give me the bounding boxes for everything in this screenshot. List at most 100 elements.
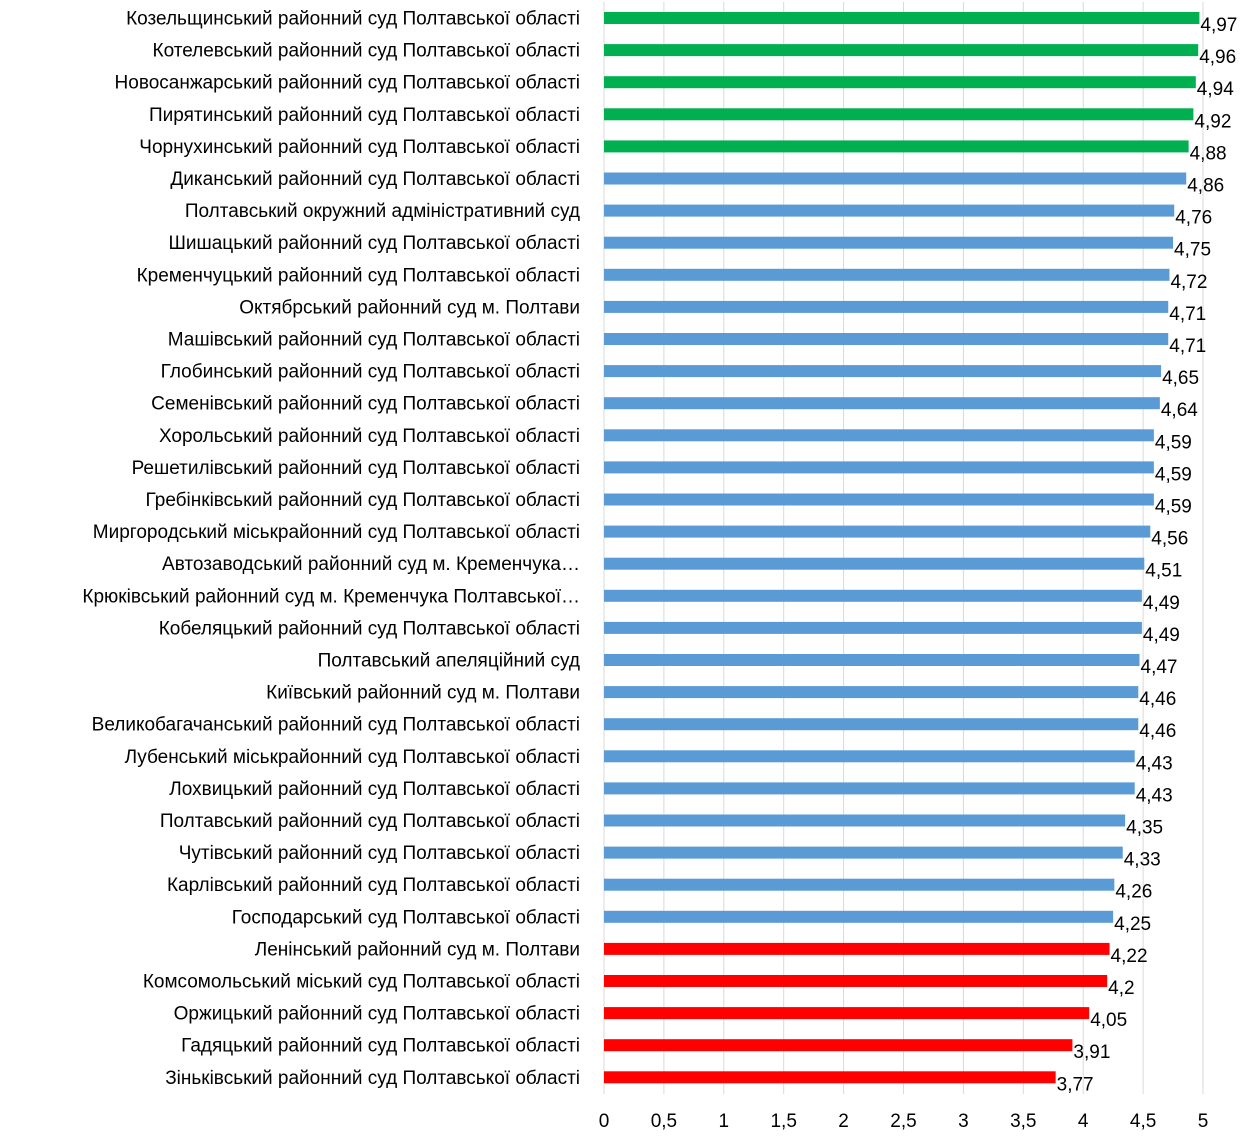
category-label: Київський районний суд м. Полтави [266,683,580,704]
x-axis-ticks: 0 0,5 1 1,5 2 2,5 3 3,5 4 4,5 5 [599,1111,1209,1132]
bar [604,493,1154,506]
x-tick-label: 4 [1078,1111,1089,1132]
data-label: 4,26 [1115,882,1152,903]
bar [604,172,1187,185]
category-label: Шишацький районний суд Полтавської облас… [168,233,580,254]
value-labels: 4,97 4,96 4,94 4,92 4,88 4,86 4,76 4,75 4,72 4,71… [1057,15,1238,1095]
data-label: 4,94 [1197,79,1234,100]
x-tick-label: 2,5 [890,1111,916,1132]
data-label: 3,77 [1057,1074,1094,1095]
category-label: Великобагачанський районний суд Полтавсь… [92,715,580,736]
category-label: Кобеляцький районний суд Полтавської обл… [159,618,580,639]
bar [604,429,1154,442]
bar [604,333,1169,345]
data-label: 4,05 [1090,1010,1127,1031]
bar [604,942,1110,955]
bar [604,1039,1073,1052]
data-label: 3,91 [1073,1042,1110,1063]
bar [604,557,1145,570]
data-label: 4,76 [1175,208,1212,229]
bar [604,76,1196,89]
bar-series [604,12,1200,1084]
bar [604,589,1142,602]
data-label: 4,59 [1155,432,1192,453]
bar [604,878,1115,891]
category-label: Лохвицький районний суд Полтавської обла… [169,779,580,800]
bar [604,461,1154,474]
category-label: Оржицький районний суд Полтавської облас… [174,1004,580,1025]
bar [604,140,1189,153]
bar [604,686,1139,699]
bar [604,910,1114,923]
x-tick-label: 0,5 [651,1111,677,1132]
data-label: 4,43 [1136,753,1173,774]
data-label: 4,33 [1124,850,1161,871]
category-label: Гребінківський районний суд Полтавської … [146,490,580,511]
category-labels: Козельщинський районний суд Полтавської … [82,9,580,1089]
category-label: Диканський районний суд Полтавської обла… [170,169,580,190]
x-tick-label: 2 [838,1111,849,1132]
category-label: Октябрський районний суд м. Полтави [239,297,580,318]
bar [604,782,1135,795]
category-label: Чутівський районний суд Полтавської обла… [179,843,580,864]
category-label: Решетилівський районний суд Полтавської … [132,458,580,479]
category-label: Чорнухинський районний суд Полтавської о… [139,137,580,158]
bar [604,204,1175,217]
category-label: Лубенський міськрайонний суд Полтавської… [125,747,580,768]
x-tick-label: 5 [1198,1111,1209,1132]
data-label: 4,75 [1174,240,1211,261]
data-label: 4,92 [1194,111,1231,132]
category-label: Полтавський апеляційний суд [318,651,580,672]
category-label: Господарський суд Полтавської області [232,907,580,928]
x-tick-label: 3,5 [1010,1111,1036,1132]
data-label: 4,2 [1108,978,1134,999]
data-label: 4,88 [1190,143,1227,164]
bar [604,525,1151,538]
data-label: 4,86 [1187,176,1224,197]
data-label: 4,71 [1169,304,1206,325]
category-label: Полтавський районний суд Полтавської обл… [160,811,580,832]
data-label: 4,96 [1199,47,1236,68]
category-label: Кременчуцький районний суд Полтавської о… [137,265,580,286]
bar [604,300,1169,313]
data-label: 4,59 [1155,497,1192,518]
bar [604,12,1200,24]
category-label: Пирятинський районний суд Полтавської об… [149,105,580,126]
x-tick-label: 0 [599,1111,610,1132]
category-label: Зіньківський районний суд Полтавської об… [165,1068,580,1089]
category-label: Карлівський районний суд Полтавської обл… [167,875,580,896]
data-label: 4,97 [1200,15,1237,36]
bar [604,108,1194,121]
category-label: Ленінський районний суд м. Полтави [255,939,580,960]
bar [604,397,1160,410]
bar [604,1007,1090,1020]
data-label: 4,49 [1143,593,1180,614]
category-label: Гадяцький районний суд Полтавської облас… [181,1036,580,1057]
data-label: 4,35 [1126,818,1163,839]
data-label: 4,25 [1114,914,1151,935]
data-label: 4,65 [1162,368,1199,389]
category-label: Комсомольський міський суд Полтавської о… [143,972,580,993]
category-label: Автозаводський районний суд м. Кременчук… [162,554,580,575]
category-label: Новосанжарський районний суд Полтавської… [115,73,580,94]
data-label: 4,71 [1169,336,1206,357]
bar [604,1071,1056,1084]
data-label: 4,64 [1161,400,1198,421]
data-label: 4,47 [1141,657,1178,678]
data-label: 4,49 [1143,625,1180,646]
category-label: Семенівський районний суд Полтавської об… [151,394,580,415]
data-label: 4,56 [1151,529,1188,550]
x-tick-label: 1,5 [770,1111,796,1132]
category-label: Полтавський окружний адміністративний су… [185,201,580,222]
category-label: Хорольський районний суд Полтавської обл… [159,426,580,447]
category-label: Глобинський районний суд Полтавської обл… [161,362,580,383]
x-tick-label: 4,5 [1130,1111,1156,1132]
x-tick-label: 3 [958,1111,969,1132]
x-tick-label: 1 [719,1111,730,1132]
data-label: 4,43 [1136,785,1173,806]
category-label: Машівський районний суд Полтавської обла… [168,330,580,351]
data-label: 4,22 [1111,946,1148,967]
bar [604,365,1162,378]
bar [604,621,1142,634]
